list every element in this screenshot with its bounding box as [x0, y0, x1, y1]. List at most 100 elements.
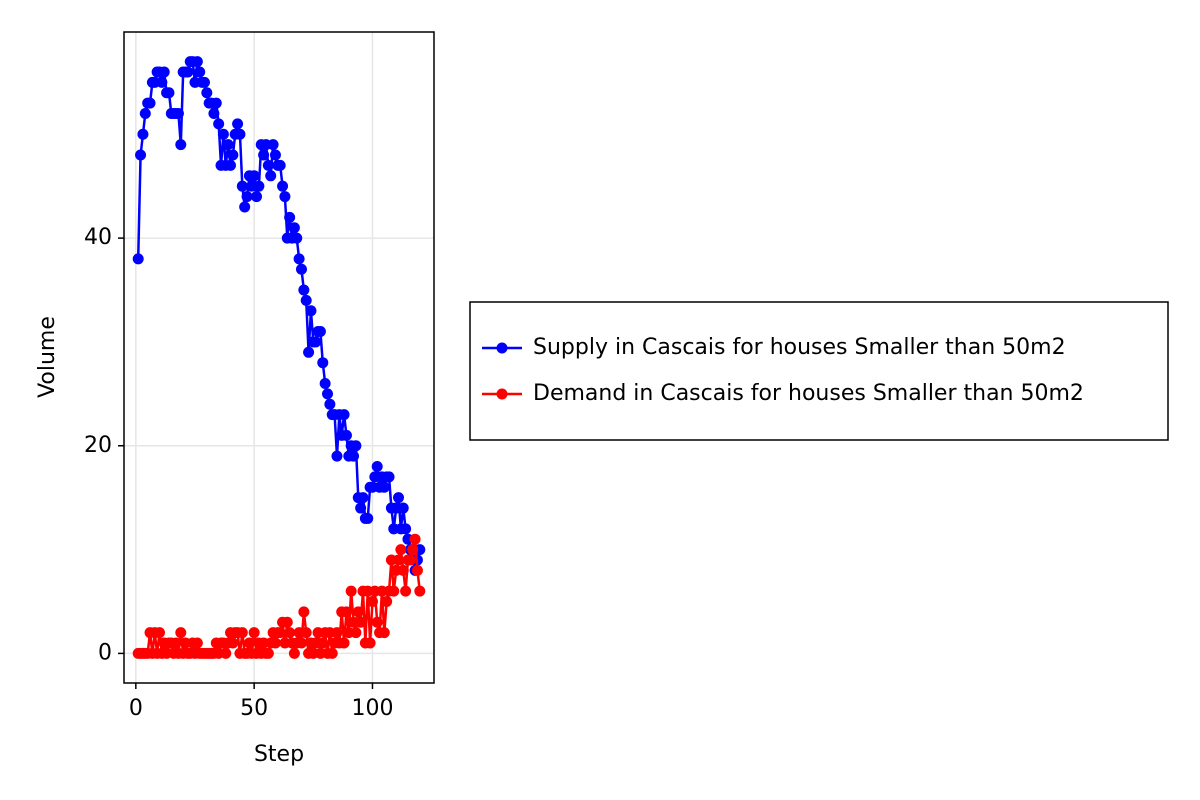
data-point: [371, 461, 383, 473]
data-point: [239, 201, 251, 213]
data-point: [295, 263, 307, 275]
data-point: [298, 284, 310, 296]
data-point: [175, 139, 187, 151]
data-point: [364, 637, 376, 649]
data-point: [194, 66, 206, 78]
data-point: [331, 450, 343, 462]
data-point: [135, 149, 147, 161]
data-point: [284, 627, 296, 639]
data-point: [279, 191, 291, 203]
data-point: [274, 627, 286, 639]
data-point: [227, 149, 239, 161]
data-point: [139, 108, 151, 120]
x-tick-label: 100: [351, 696, 393, 721]
data-point: [208, 108, 220, 120]
legend-label: Supply in Cascais for houses Smaller tha…: [533, 335, 1066, 360]
data-point: [243, 637, 255, 649]
data-point: [310, 336, 322, 348]
data-point: [371, 616, 383, 628]
data-point: [381, 595, 393, 607]
y-axis-label: Volume: [35, 316, 60, 398]
data-point: [265, 170, 277, 182]
data-point: [393, 492, 405, 504]
data-point: [355, 502, 367, 514]
data-point: [397, 564, 409, 576]
data-point: [251, 191, 263, 203]
data-point: [198, 76, 210, 88]
data-point: [348, 450, 360, 462]
data-point: [236, 180, 248, 192]
data-point: [248, 627, 260, 639]
data-point: [284, 211, 296, 223]
data-point: [400, 523, 412, 535]
data-point: [291, 232, 303, 244]
data-point: [163, 87, 175, 99]
data-point: [411, 564, 423, 576]
data-point: [362, 512, 374, 524]
data-point: [132, 253, 144, 265]
data-point: [234, 128, 246, 140]
data-point: [288, 222, 300, 234]
data-point: [220, 647, 232, 659]
data-point: [191, 637, 203, 649]
data-point: [350, 440, 362, 452]
data-point: [153, 627, 165, 639]
data-point: [295, 637, 307, 649]
x-tick-label: 50: [240, 696, 268, 721]
data-point: [210, 97, 222, 109]
data-point: [232, 118, 244, 130]
data-point: [253, 180, 265, 192]
legend: Supply in Cascais for houses Smaller tha…: [469, 301, 1169, 441]
data-point: [191, 56, 203, 68]
data-point: [182, 66, 194, 78]
data-point: [288, 647, 300, 659]
data-point: [281, 616, 293, 628]
data-point: [269, 637, 281, 649]
data-point: [298, 606, 310, 618]
data-point: [378, 627, 390, 639]
data-point: [236, 627, 248, 639]
data-point: [355, 616, 367, 628]
data-point: [201, 87, 213, 99]
data-point: [172, 108, 184, 120]
data-point: [262, 159, 274, 171]
data-point: [241, 191, 253, 203]
data-point: [175, 627, 187, 639]
data-point: [267, 139, 279, 151]
data-point: [350, 627, 362, 639]
data-point: [395, 544, 407, 556]
data-point: [326, 647, 338, 659]
y-tick-label: 20: [84, 433, 112, 458]
data-point: [319, 377, 331, 389]
plot-frame: [123, 31, 435, 684]
data-point: [305, 305, 317, 317]
data-point: [414, 585, 426, 597]
data-point: [262, 647, 274, 659]
data-point: [144, 97, 156, 109]
data-point: [300, 627, 312, 639]
legend-frame: [469, 301, 1169, 441]
data-point: [345, 585, 357, 597]
data-point: [137, 128, 149, 140]
data-point: [317, 357, 329, 369]
data-point: [397, 502, 409, 514]
data-point: [331, 627, 343, 639]
data-point: [383, 471, 395, 483]
data-point: [274, 159, 286, 171]
data-point: [314, 326, 326, 338]
y-tick-label: 40: [84, 225, 112, 250]
data-point: [213, 118, 225, 130]
data-point: [357, 492, 369, 504]
data-point: [222, 139, 234, 151]
data-point: [293, 253, 305, 265]
data-point: [324, 398, 336, 410]
legend-marker: [496, 388, 508, 400]
data-point: [303, 346, 315, 358]
data-point: [340, 606, 352, 618]
data-point: [400, 585, 412, 597]
data-point: [170, 637, 182, 649]
x-axis-label: Step: [254, 742, 304, 767]
data-point: [409, 533, 421, 545]
data-point: [404, 554, 416, 566]
